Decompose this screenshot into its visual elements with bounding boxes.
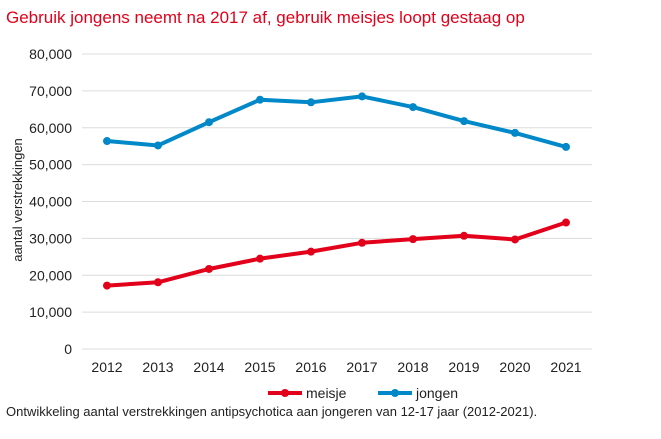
y-tick-label: 70,000 (29, 83, 72, 99)
y-tick-label: 0 (64, 341, 72, 357)
data-point-jongen (511, 128, 519, 137)
data-point-jongen (256, 95, 264, 104)
chart-title: Gebruik jongens neemt na 2017 af, gebrui… (6, 8, 525, 27)
data-point-meisje (256, 254, 264, 263)
data-point-meisje (154, 278, 162, 287)
y-tick-label: 20,000 (29, 267, 72, 283)
data-point-meisje (103, 281, 111, 290)
y-tick-label: 50,000 (29, 157, 72, 173)
x-tick-label: 2012 (91, 359, 122, 375)
legend-label-meisje: meisje (306, 385, 347, 401)
y-tick-label: 60,000 (29, 120, 72, 136)
data-point-meisje (562, 218, 570, 227)
data-point-jongen (358, 92, 366, 101)
x-tick-label: 2021 (550, 359, 581, 375)
y-tick-label: 10,000 (29, 304, 72, 320)
data-point-meisje (409, 235, 417, 244)
x-tick-label: 2014 (193, 359, 224, 375)
data-point-meisje (307, 247, 315, 256)
legend-marker-jongen (391, 389, 399, 397)
x-tick-label: 2017 (346, 359, 377, 375)
x-tick-label: 2018 (397, 359, 428, 375)
data-point-jongen (205, 118, 213, 127)
data-point-jongen (460, 117, 468, 126)
x-tick-label: 2013 (142, 359, 173, 375)
x-tick-label: 2019 (448, 359, 479, 375)
legend-marker-meisje (281, 389, 289, 397)
data-point-meisje (205, 264, 213, 273)
x-tick-label: 2016 (295, 359, 326, 375)
data-point-meisje (511, 235, 519, 244)
y-tick-label: 40,000 (29, 194, 72, 210)
y-axis-label: aantal verstrekkingen (10, 138, 25, 262)
y-tick-label: 80,000 (29, 46, 72, 62)
series-line-meisje (106, 220, 567, 288)
data-point-jongen (154, 141, 162, 150)
data-point-meisje (460, 231, 468, 240)
data-point-jongen (409, 103, 417, 112)
legend-label-jongen: jongen (415, 385, 458, 401)
series-line-jongen (106, 94, 567, 149)
x-tick-label: 2015 (244, 359, 275, 375)
data-point-jongen (562, 142, 570, 151)
x-tick-label: 2020 (499, 359, 530, 375)
data-point-jongen (307, 98, 315, 107)
chart-caption: Ontwikkeling aantal verstrekkingen antip… (6, 404, 538, 419)
data-point-jongen (103, 137, 111, 146)
data-point-meisje (358, 238, 366, 247)
y-tick-label: 30,000 (29, 230, 72, 246)
